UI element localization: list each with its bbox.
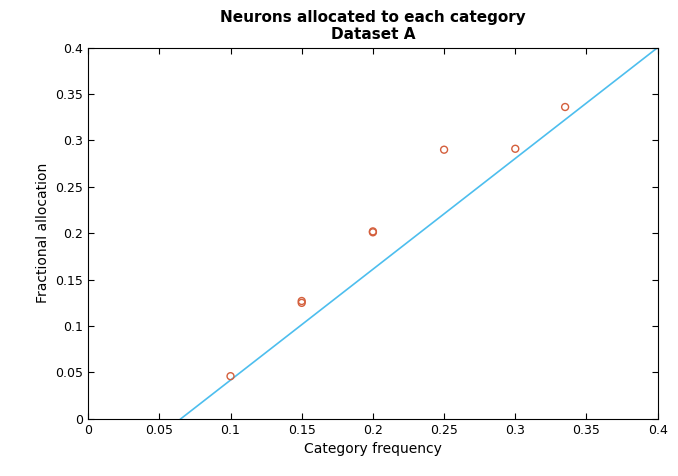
Point: [367, 228, 378, 236]
Point: [296, 297, 307, 305]
Point: [510, 145, 521, 153]
X-axis label: Category frequency: Category frequency: [304, 442, 442, 456]
Y-axis label: Fractional allocation: Fractional allocation: [36, 163, 49, 303]
Point: [439, 146, 450, 153]
Point: [225, 372, 236, 380]
Point: [296, 299, 307, 307]
Title: Neurons allocated to each category
Dataset A: Neurons allocated to each category Datas…: [220, 10, 525, 42]
Point: [560, 103, 571, 111]
Point: [367, 228, 378, 235]
